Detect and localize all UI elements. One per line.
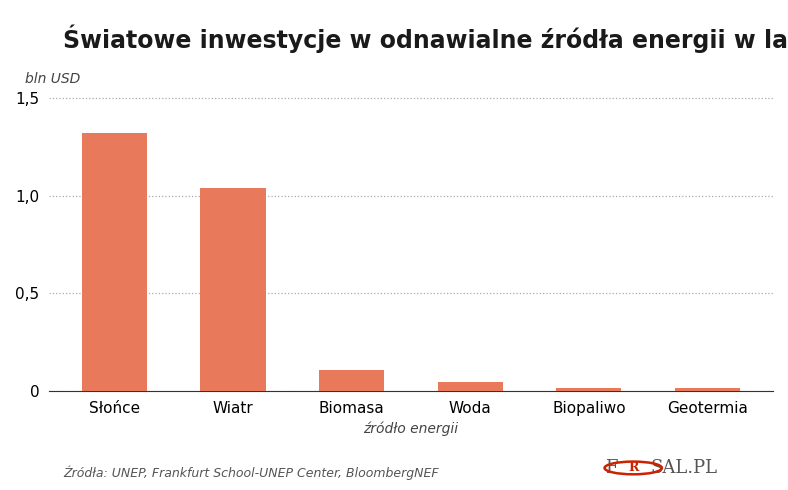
Bar	[200, 188, 266, 391]
Bar	[82, 133, 147, 391]
Text: SAL.PL: SAL.PL	[651, 459, 718, 477]
X-axis label: źródło energii: źródło energii	[363, 421, 459, 436]
Text: bln USD: bln USD	[25, 72, 80, 86]
Bar	[675, 389, 740, 391]
Text: Źródła: UNEP, Frankfurt School-UNEP Center, BloombergNEF: Źródła: UNEP, Frankfurt School-UNEP Cent…	[63, 466, 439, 480]
Text: Światowe inwestycje w odnawialne źródła energii w latach 2009-2019: Światowe inwestycje w odnawialne źródła …	[63, 24, 788, 53]
Text: R: R	[628, 462, 638, 474]
Bar	[437, 382, 503, 391]
Text: F: F	[605, 459, 618, 477]
Bar	[556, 388, 622, 391]
Bar	[319, 369, 385, 391]
